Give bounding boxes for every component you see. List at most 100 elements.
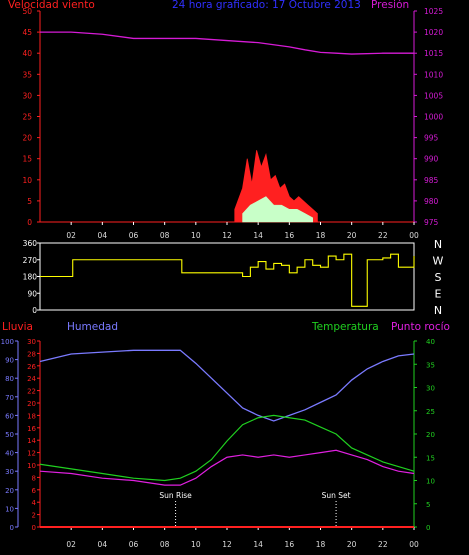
x-tick-label-bottom: 22 xyxy=(378,540,388,549)
sunset-label: Sun Set xyxy=(322,491,351,500)
direction-frame xyxy=(39,242,415,311)
rain-tick-label: 6 xyxy=(32,487,37,495)
pressure-tick-label: 1000 xyxy=(424,113,443,122)
rain-tick-label: 20 xyxy=(27,400,36,408)
rain-tick-label: 12 xyxy=(27,450,36,458)
rain-tick-label: 18 xyxy=(27,412,36,420)
humidity-tick-label: 10 xyxy=(5,505,14,513)
rain-tick-label: 4 xyxy=(32,499,37,507)
rain-tick-label: 28 xyxy=(27,350,36,358)
pressure-tick-label: 985 xyxy=(424,176,439,185)
direction-letter: S xyxy=(435,271,442,284)
x-tick-label-bottom: 10 xyxy=(191,540,201,549)
x-tick-label-bottom: 20 xyxy=(347,540,357,549)
direction-tick-label: 360 xyxy=(23,239,38,248)
temperature-tick-label: 30 xyxy=(426,385,435,393)
pressure-line xyxy=(40,31,414,55)
rain-tick-label: 14 xyxy=(27,437,36,445)
direction-letter: N xyxy=(434,304,442,317)
humidity-line xyxy=(39,349,415,422)
dew-point-line xyxy=(39,449,415,486)
x-tick-label-bottom: 00 xyxy=(409,540,419,549)
x-tick-label-top: 20 xyxy=(347,231,357,240)
rain-tick-label: 8 xyxy=(32,474,36,482)
wind-tick-label: 0 xyxy=(27,218,32,227)
direction-letter: W xyxy=(433,255,444,268)
x-tick-label-bottom: 08 xyxy=(160,540,170,549)
humidity-tick-label: 80 xyxy=(5,375,14,383)
wind-tick-label: 25 xyxy=(22,113,32,122)
x-tick-label-top: 18 xyxy=(316,231,326,240)
humidity-tick-label: 70 xyxy=(5,394,14,402)
pressure-tick-label: 1010 xyxy=(424,70,443,79)
humidity-tick-label: 40 xyxy=(5,450,14,458)
x-tick-label-top: 00 xyxy=(409,231,419,240)
pressure-tick-label: 1025 xyxy=(424,7,443,16)
direction-tick-label: 90 xyxy=(27,289,37,298)
x-tick-label-bottom: 14 xyxy=(253,540,263,549)
x-tick-label-bottom: 02 xyxy=(66,540,76,549)
temperature-line xyxy=(39,414,415,482)
humidity-tick-label: 90 xyxy=(5,357,14,365)
pressure-tick-label: 995 xyxy=(424,134,439,143)
x-tick-label-top: 02 xyxy=(66,231,76,240)
direction-letter: N xyxy=(434,238,442,251)
direction-letter: E xyxy=(435,288,442,301)
rain-tick-label: 0 xyxy=(32,524,36,532)
x-tick-label-top: 06 xyxy=(129,231,139,240)
humidity-label: Humedad xyxy=(67,321,119,333)
wind-tick-label: 35 xyxy=(22,70,32,79)
rain-tick-label: 10 xyxy=(27,462,36,470)
wind-tick-label: 50 xyxy=(22,7,32,16)
rain-tick-label: 2 xyxy=(32,512,36,520)
direction-tick-label: 0 xyxy=(32,306,37,315)
humidity-tick-label: 30 xyxy=(5,468,14,476)
pressure-tick-label: 990 xyxy=(424,155,439,164)
humidity-tick-label: 60 xyxy=(5,412,14,420)
humidity-tick-label: 20 xyxy=(5,487,14,495)
chart-date-title: 24 hora graficado: 17 Octubre 2013 xyxy=(172,0,361,11)
pressure-tick-label: 1005 xyxy=(424,91,443,100)
wind-tick-label: 5 xyxy=(27,197,32,206)
x-tick-label-bottom: 18 xyxy=(316,540,326,549)
x-tick-label-top: 22 xyxy=(378,231,388,240)
humidity-tick-label: 100 xyxy=(1,338,14,346)
temperature-tick-label: 20 xyxy=(426,431,435,439)
rain-tick-label: 26 xyxy=(27,363,36,371)
x-tick-label-top: 16 xyxy=(285,231,295,240)
rain-tick-label: 16 xyxy=(27,425,36,433)
x-tick-label-bottom: 12 xyxy=(222,540,232,549)
x-tick-label-bottom: 04 xyxy=(98,540,108,549)
x-tick-label-top: 08 xyxy=(160,231,170,240)
rain-label: Lluvia xyxy=(2,321,33,333)
pressure-label: Presión xyxy=(371,0,410,11)
x-tick-label-top: 14 xyxy=(253,231,263,240)
rain-tick-label: 22 xyxy=(27,388,36,396)
wind-tick-label: 40 xyxy=(22,49,32,58)
wind-tick-label: 45 xyxy=(22,28,32,37)
temperature-tick-label: 5 xyxy=(426,501,430,509)
temperature-tick-label: 40 xyxy=(426,338,435,346)
wind-tick-label: 15 xyxy=(22,155,32,164)
x-tick-label-bottom: 06 xyxy=(129,540,139,549)
humidity-tick-label: 0 xyxy=(10,524,14,532)
sunrise-label: Sun Rise xyxy=(159,491,192,500)
temperature-label: Temperatura xyxy=(312,321,379,333)
temperature-tick-label: 0 xyxy=(426,524,430,532)
pressure-tick-label: 980 xyxy=(424,197,439,206)
direction-tick-label: 180 xyxy=(23,273,38,282)
temperature-tick-label: 25 xyxy=(426,408,435,416)
pressure-tick-label: 1020 xyxy=(424,28,443,37)
wind-tick-label: 30 xyxy=(22,91,32,100)
wind-tick-label: 20 xyxy=(22,134,32,143)
x-tick-label-top: 12 xyxy=(222,231,232,240)
dew-point-label: Punto rocío xyxy=(391,321,450,333)
x-tick-label-top: 10 xyxy=(191,231,201,240)
wind-speed-label: Velocidad viento xyxy=(8,0,95,11)
pressure-tick-label: 1015 xyxy=(424,49,443,58)
temperature-tick-label: 15 xyxy=(426,454,435,462)
direction-tick-label: 270 xyxy=(23,256,38,265)
pressure-tick-label: 975 xyxy=(424,218,439,227)
rain-tick-label: 30 xyxy=(27,338,36,346)
